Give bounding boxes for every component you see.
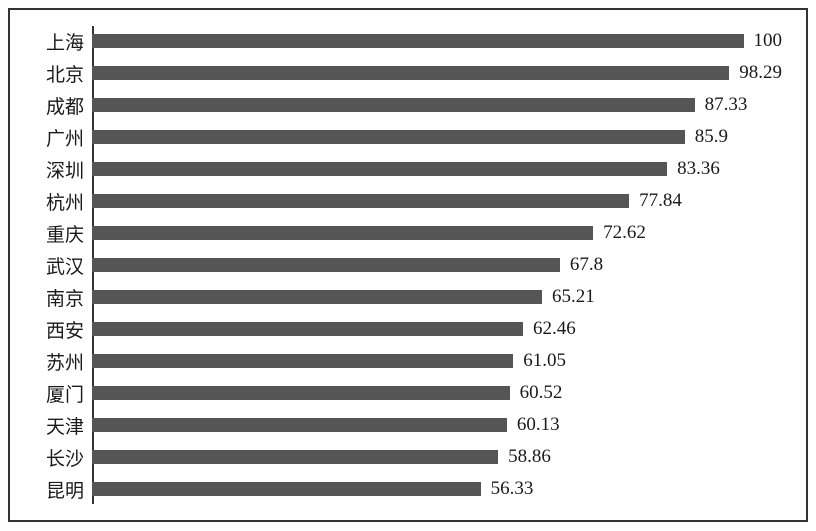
value-label: 62.46 — [533, 318, 576, 340]
value-label: 67.8 — [570, 254, 603, 276]
bar-row: 南京 65.21 — [28, 282, 782, 312]
bar-row: 重庆 72.62 — [28, 218, 782, 248]
value-label: 77.84 — [639, 190, 682, 212]
bar-track: 62.46 — [92, 314, 782, 344]
bar-track: 83.36 — [92, 154, 782, 184]
bar-track: 60.13 — [92, 410, 782, 440]
bar-track: 85.9 — [92, 122, 782, 152]
bar-track: 58.86 — [92, 442, 782, 472]
bar-track: 65.21 — [92, 282, 782, 312]
bar-row: 武汉 67.8 — [28, 250, 782, 280]
category-label: 深圳 — [28, 156, 92, 183]
bar-track: 72.62 — [92, 218, 782, 248]
value-label: 85.9 — [695, 126, 728, 148]
bar-track: 87.33 — [92, 90, 782, 120]
chart-frame: 上海 100 北京 98.29 成都 87.33 广州 85.9 — [8, 8, 808, 522]
bar-row: 天津 60.13 — [28, 410, 782, 440]
category-label: 广州 — [28, 124, 92, 151]
value-label: 83.36 — [677, 158, 720, 180]
bar — [92, 130, 685, 144]
bar-row: 厦门 60.52 — [28, 378, 782, 408]
value-label: 72.62 — [603, 222, 646, 244]
bar-row: 西安 62.46 — [28, 314, 782, 344]
value-label: 100 — [754, 30, 783, 52]
bar — [92, 450, 498, 464]
bar — [92, 162, 667, 176]
bar — [92, 194, 629, 208]
bar — [92, 226, 593, 240]
category-label: 厦门 — [28, 380, 92, 407]
bar-row: 广州 85.9 — [28, 122, 782, 152]
bar-track: 98.29 — [92, 58, 782, 88]
bar — [92, 258, 560, 272]
value-label: 60.13 — [517, 414, 560, 436]
bar-row: 苏州 61.05 — [28, 346, 782, 376]
category-label: 北京 — [28, 60, 92, 87]
bar — [92, 386, 510, 400]
category-label: 长沙 — [28, 444, 92, 471]
bar-track: 56.33 — [92, 474, 782, 504]
bar — [92, 418, 507, 432]
bar-row: 成都 87.33 — [28, 90, 782, 120]
bar-row: 杭州 77.84 — [28, 186, 782, 216]
bar — [92, 98, 695, 112]
bar-row: 北京 98.29 — [28, 58, 782, 88]
bar-track: 100 — [92, 26, 782, 56]
bar-row: 深圳 83.36 — [28, 154, 782, 184]
value-label: 56.33 — [491, 478, 534, 500]
bar-track: 77.84 — [92, 186, 782, 216]
value-label: 87.33 — [705, 94, 748, 116]
bar-track: 67.8 — [92, 250, 782, 280]
category-label: 天津 — [28, 412, 92, 439]
bar — [92, 482, 481, 496]
bar-track: 60.52 — [92, 378, 782, 408]
value-label: 58.86 — [508, 446, 551, 468]
category-label: 昆明 — [28, 476, 92, 503]
bar-row: 长沙 58.86 — [28, 442, 782, 472]
category-label: 杭州 — [28, 188, 92, 215]
bar-track: 61.05 — [92, 346, 782, 376]
category-label: 武汉 — [28, 252, 92, 279]
bar — [92, 290, 542, 304]
category-label: 重庆 — [28, 220, 92, 247]
category-label: 西安 — [28, 316, 92, 343]
category-label: 南京 — [28, 284, 92, 311]
value-label: 60.52 — [520, 382, 563, 404]
bar — [92, 34, 744, 48]
bar — [92, 66, 729, 80]
value-label: 61.05 — [523, 350, 566, 372]
bar-row: 昆明 56.33 — [28, 474, 782, 504]
bar — [92, 322, 523, 336]
bar — [92, 354, 513, 368]
category-label: 苏州 — [28, 348, 92, 375]
bar-row: 上海 100 — [28, 26, 782, 56]
value-label: 98.29 — [739, 62, 782, 84]
chart-rows: 上海 100 北京 98.29 成都 87.33 广州 85.9 — [28, 26, 782, 504]
value-label: 65.21 — [552, 286, 595, 308]
category-label: 上海 — [28, 28, 92, 55]
category-label: 成都 — [28, 92, 92, 119]
